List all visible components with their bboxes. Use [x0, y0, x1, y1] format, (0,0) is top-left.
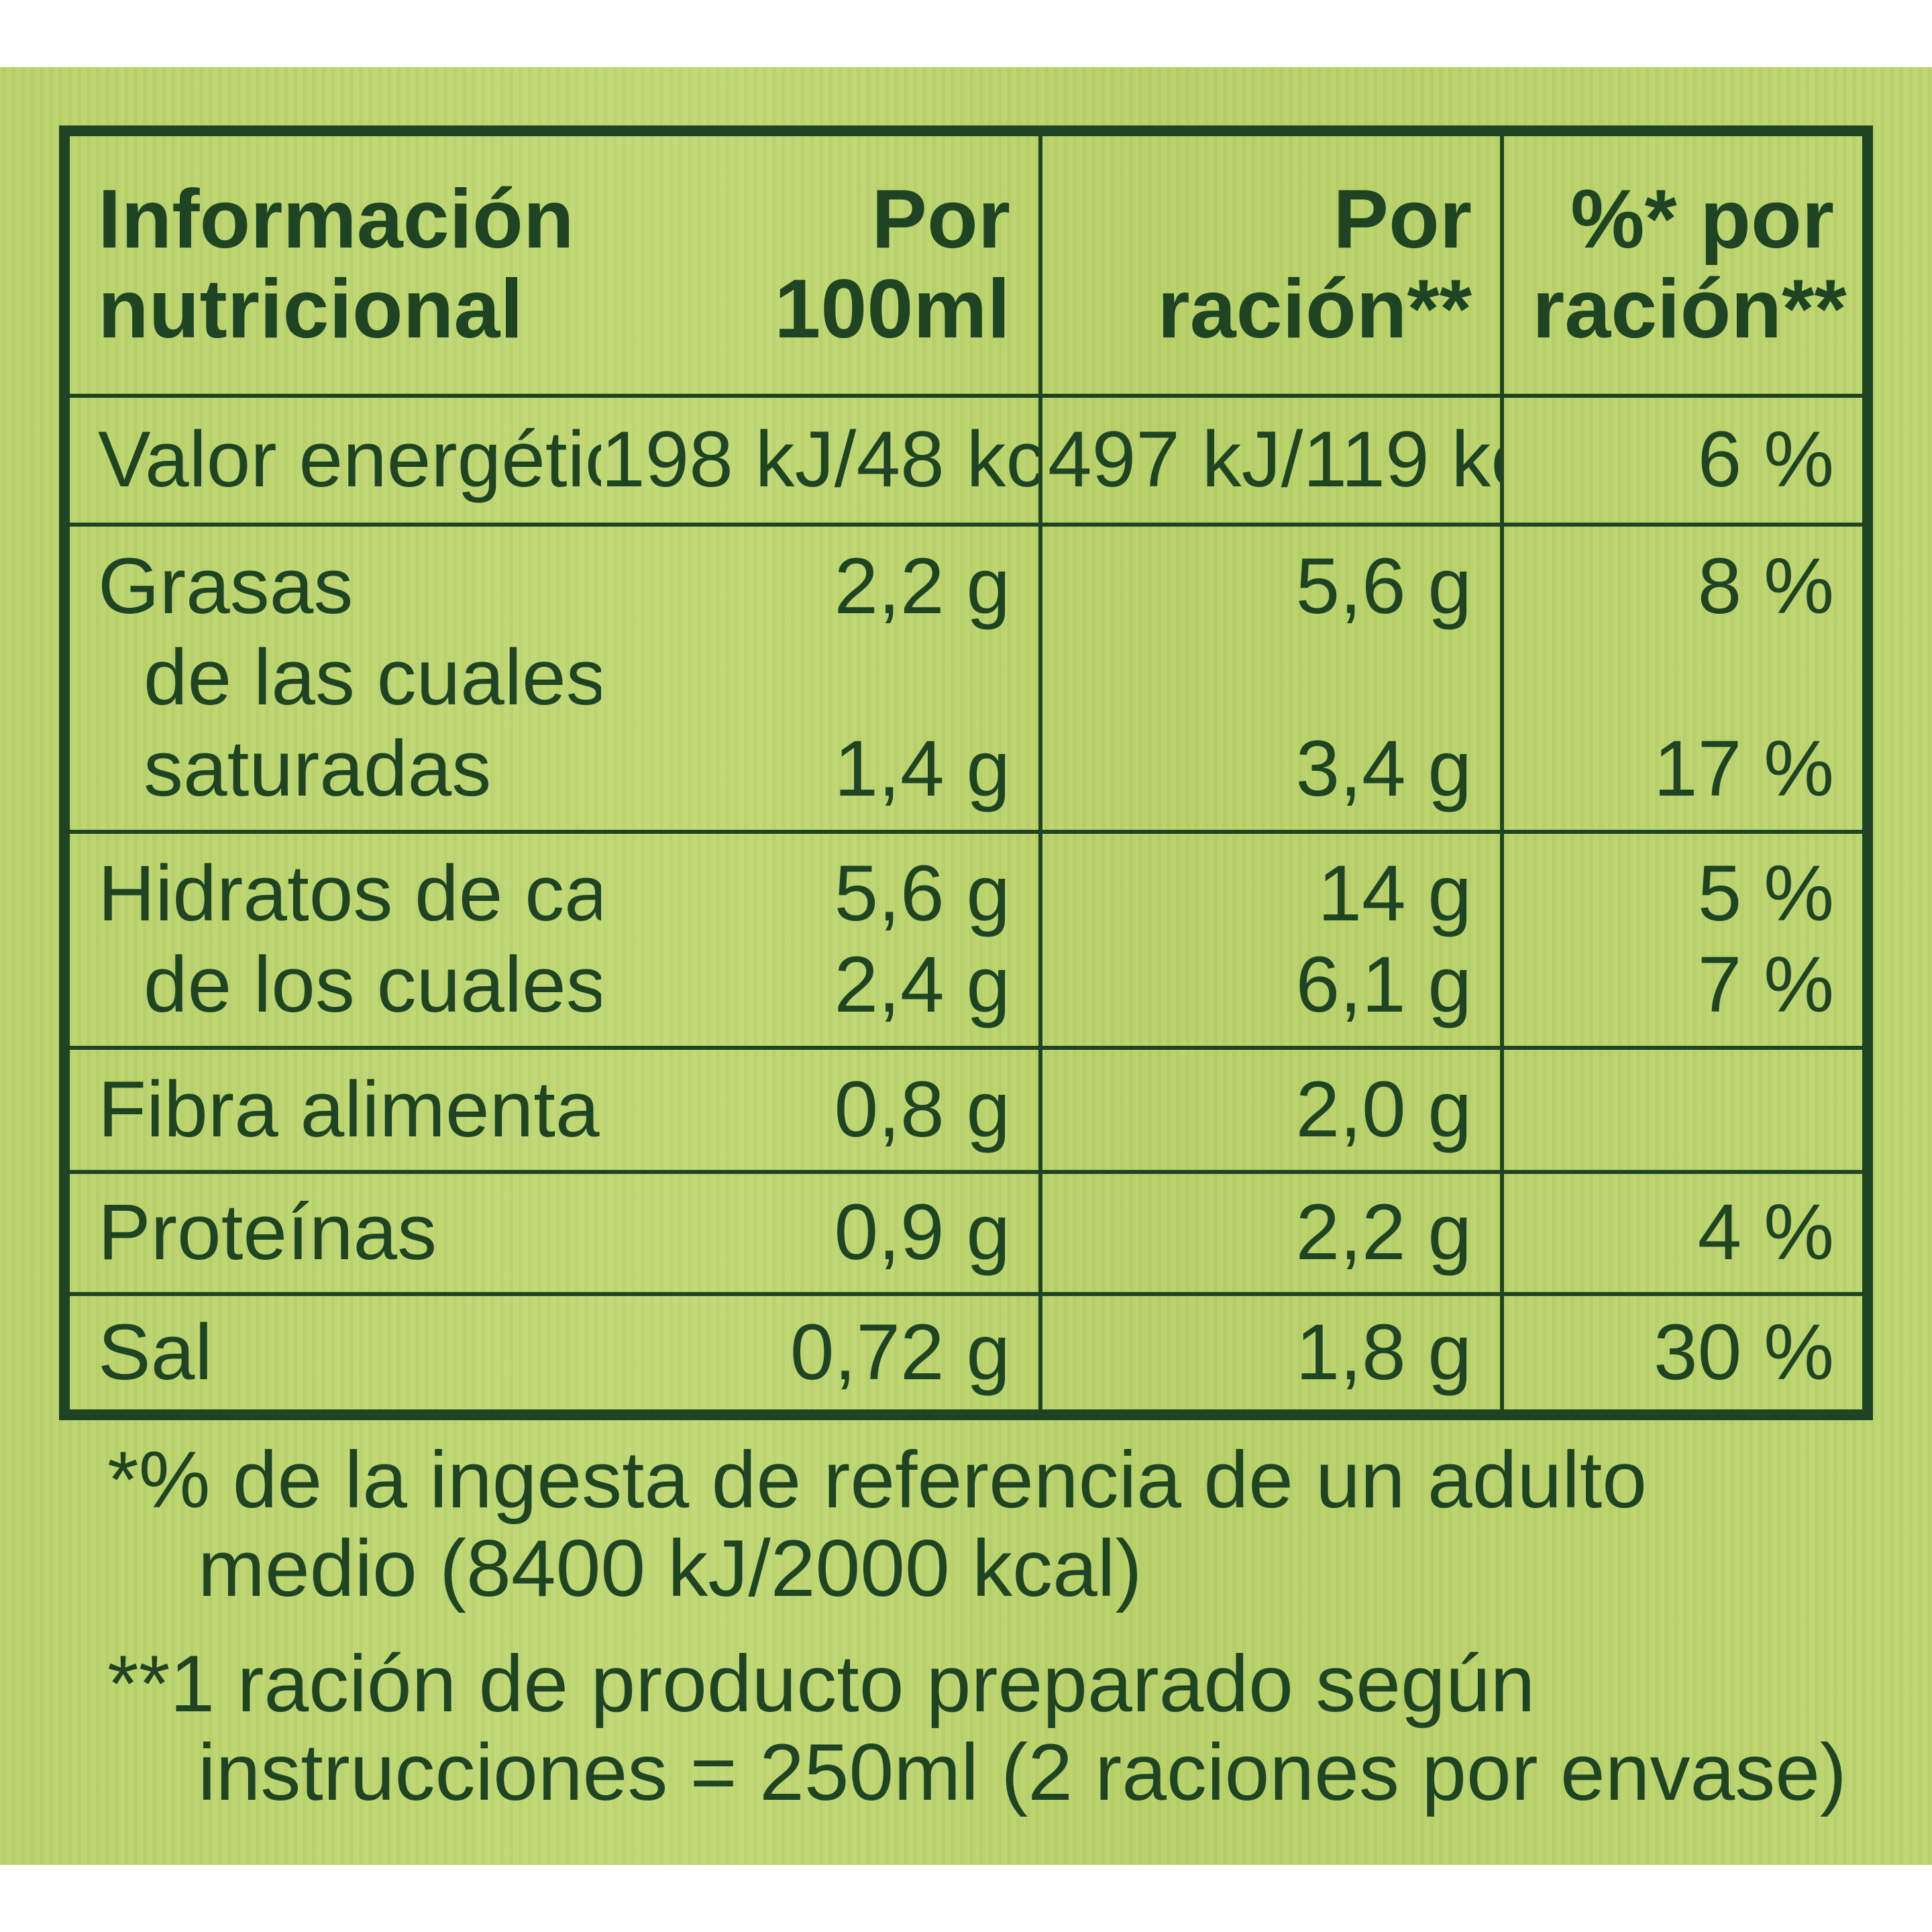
header-row: Información nutricional Por 100ml Por ració…	[62, 128, 1870, 398]
saturated-label-line2: saturadas	[144, 724, 492, 813]
protein-per100: 0,9 g	[601, 1169, 1042, 1297]
energy-serving: 497 kJ/119 kcal	[1038, 394, 1504, 527]
energy-pct: 6 %	[1500, 394, 1870, 527]
fat-serving: 5,6 g 3,4 g	[1038, 522, 1504, 834]
header-per-100ml: Por 100ml	[601, 128, 1042, 398]
row-energy: Valor energético 198 kJ/48 kcal 497 kJ/1…	[62, 394, 1870, 527]
row-protein: Proteínas 0,9 g 2,2 g 4 %	[62, 1169, 1870, 1297]
salt-label: Sal	[62, 1292, 601, 1417]
salt-serving: 1,8 g	[1038, 1292, 1504, 1417]
footnote-reference-intake: *% de la ingesta de referencia de un adu…	[107, 1435, 1647, 1613]
row-fat: Grasas de las cuales saturadas 2,2 g 1,4…	[62, 522, 1870, 834]
salt-pct: 30 %	[1500, 1292, 1870, 1417]
fat-per100: 2,2 g 1,4 g	[601, 522, 1042, 834]
salt-per100: 0,72 g	[601, 1292, 1042, 1417]
energy-label: Valor energético	[62, 394, 601, 527]
protein-pct: 4 %	[1500, 1169, 1870, 1297]
nutrition-table: Información nutricional Por 100ml Por ració…	[59, 125, 1873, 1420]
footnote-serving-size: **1 ración de producto preparado según i…	[107, 1639, 1847, 1817]
saturated-label-line1: de las cuales	[144, 633, 601, 722]
carbs-pct: 5 % 7 %	[1500, 829, 1870, 1051]
carbs-per100: 5,6 g 2,4 g	[601, 829, 1042, 1051]
energy-per100: 198 kJ/48 kcal	[601, 394, 1042, 527]
fat-label-text: Grasas	[98, 542, 354, 631]
protein-label: Proteínas	[62, 1169, 601, 1297]
sugars-label: de los cuales azúcares	[144, 941, 601, 1030]
fat-label: Grasas de las cuales saturadas	[62, 522, 601, 834]
row-carbs: Hidratos de carbono de los cuales azúcar…	[62, 829, 1870, 1051]
header-per-serving: Por ración**	[1038, 128, 1504, 398]
fibre-label: Fibra alimentaria	[62, 1046, 601, 1174]
footnotes: *% de la ingesta de referencia de un adu…	[107, 1436, 1847, 1843]
row-salt: Sal 0,72 g 1,8 g 30 %	[62, 1292, 1870, 1417]
fibre-serving: 2,0 g	[1038, 1046, 1504, 1174]
carbs-label: Hidratos de carbono de los cuales azúcar…	[62, 829, 601, 1051]
fat-pct: 8 % 17 %	[1500, 522, 1870, 834]
protein-serving: 2,2 g	[1038, 1169, 1504, 1297]
carbs-serving: 14 g 6,1 g	[1038, 829, 1504, 1051]
row-fibre: Fibra alimentaria 0,8 g 2,0 g	[62, 1046, 1870, 1174]
header-percent-ri: %* por ración**	[1500, 128, 1870, 398]
fibre-per100: 0,8 g	[601, 1046, 1042, 1174]
header-label: Información nutricional	[62, 128, 601, 398]
fibre-pct	[1500, 1046, 1870, 1174]
